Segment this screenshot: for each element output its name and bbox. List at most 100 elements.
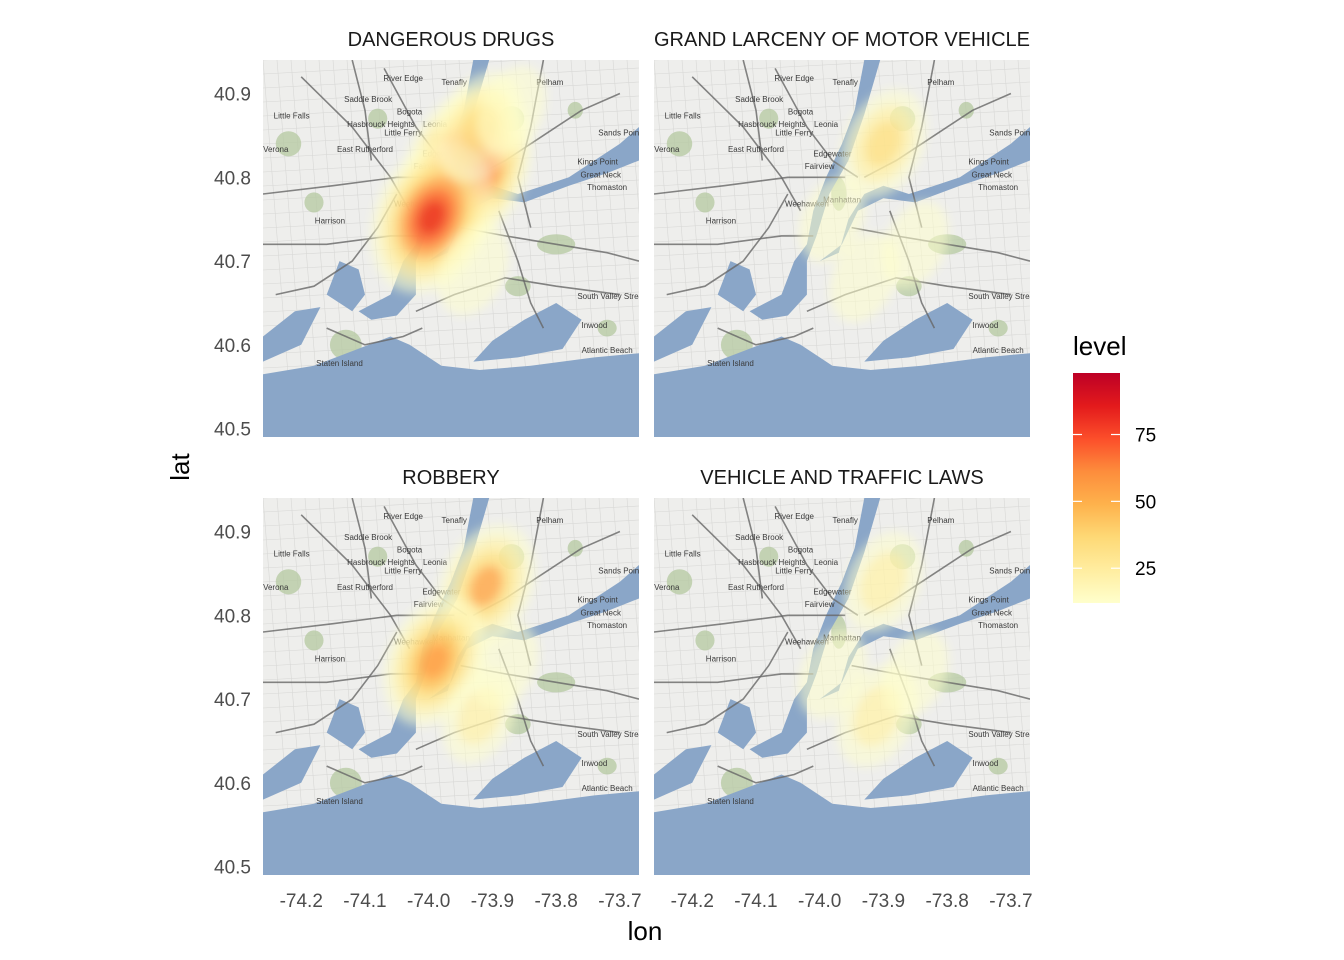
place-label: Little Falls	[665, 550, 701, 559]
y-axes: 40.5 40.6 40.7 40.8 40.9 40.5 40.6 40.7 40.8 40.9	[214, 85, 251, 879]
y-axis-title: lat	[165, 452, 195, 480]
place-label: Weehawken	[785, 638, 829, 647]
y-tick-label: 40.7	[214, 690, 251, 711]
highway	[351, 498, 373, 599]
y-tick-label: 40.5	[214, 420, 251, 441]
place-label: Verona	[263, 145, 289, 154]
place-label: Tenafly	[442, 516, 467, 525]
place-label: Bogota	[788, 545, 814, 554]
density-contour	[881, 201, 949, 288]
park-area	[304, 192, 324, 213]
water-body	[864, 741, 973, 800]
water-body	[654, 307, 712, 362]
place-label: Pelham	[536, 516, 563, 525]
facet-title: ROBBERY	[402, 467, 499, 489]
park-area	[695, 192, 715, 213]
place-label: Tenafly	[833, 78, 858, 87]
x-tick-label: -73.8	[534, 891, 577, 912]
place-label: River Edge	[774, 512, 814, 521]
y-tick-label: 40.5	[214, 858, 251, 879]
park-area	[567, 101, 583, 119]
water-body	[749, 60, 881, 320]
place-label: East Rutherford	[728, 583, 784, 592]
park-area	[304, 630, 324, 651]
place-label: Harrison	[706, 216, 736, 225]
y-tick-label: 40.9	[214, 523, 251, 544]
place-label: Staten Island	[707, 359, 754, 368]
x-tick-label: -73.7	[598, 891, 641, 912]
place-label: Little Ferry	[384, 128, 422, 137]
place-label: Inwood	[972, 759, 998, 768]
place-label: Sands Point	[598, 128, 642, 137]
water-body	[428, 127, 639, 262]
place-label: Hasbrouck Heights	[738, 558, 806, 567]
park-area	[958, 101, 974, 119]
x-tick-label: -74.1	[343, 891, 386, 912]
y-tick-label: 40.6	[214, 774, 251, 795]
place-label: Fairview	[805, 600, 835, 609]
highway	[654, 673, 814, 684]
place-label: Atlantic Beach	[582, 346, 633, 355]
park-area	[368, 108, 388, 129]
legend-title: level	[1073, 331, 1126, 361]
place-label: Little Ferry	[384, 566, 422, 575]
highway	[742, 60, 764, 161]
highway	[691, 76, 802, 212]
highway	[666, 193, 789, 296]
place-label: Great Neck	[581, 608, 622, 617]
place-label: Thomaston	[587, 621, 627, 630]
highway	[717, 765, 814, 784]
place-label: River Edge	[383, 74, 423, 83]
place-label: Inwood	[581, 321, 607, 330]
facet-title: GRAND LARCENY OF MOTOR VEHICLE	[654, 29, 1030, 51]
park-area	[988, 757, 1008, 775]
highway	[691, 514, 802, 650]
water-body	[263, 774, 639, 875]
place-label: Little Falls	[274, 550, 310, 559]
park-area	[958, 539, 974, 557]
y-tick-label: 40.8	[214, 606, 251, 627]
place-label: South Valley Stream	[968, 730, 1041, 739]
place-label: Tenafly	[833, 516, 858, 525]
density-layer	[370, 65, 547, 316]
place-label: Staten Island	[707, 797, 754, 806]
place-label: Pelham	[927, 516, 954, 525]
park-area	[666, 569, 693, 595]
y-tick-label: 40.6	[214, 336, 251, 357]
place-label: Atlantic Beach	[582, 784, 633, 793]
legend-colorbar	[1073, 373, 1120, 603]
place-label: Great Neck	[581, 170, 622, 179]
water-body	[654, 774, 1030, 875]
water-body	[473, 303, 582, 362]
x-axis-title: lon	[628, 916, 663, 946]
place-label: Kings Point	[577, 596, 618, 605]
density-contour	[829, 233, 899, 323]
park-area	[567, 539, 583, 557]
place-label: Leonia	[814, 120, 839, 129]
highway	[498, 210, 545, 329]
park-area	[368, 546, 388, 567]
water-body	[654, 336, 1030, 437]
place-label: Sands Point	[989, 566, 1033, 575]
x-tick-label: -74.0	[798, 891, 841, 912]
water-body	[326, 699, 365, 750]
water-body	[473, 741, 582, 800]
y-tick-label: 40.8	[214, 168, 251, 189]
park-area	[666, 131, 693, 157]
place-label: Bogota	[788, 107, 814, 116]
highway	[654, 614, 846, 633]
place-label: Staten Island	[316, 359, 363, 368]
water-body	[819, 127, 1030, 262]
place-label: River Edge	[774, 74, 814, 83]
place-label: Saddle Brook	[735, 95, 784, 104]
place-label: East Rutherford	[337, 145, 393, 154]
place-label: Leonia	[423, 558, 448, 567]
x-tick-label: -73.7	[989, 891, 1032, 912]
place-label: Saddle Brook	[344, 533, 393, 542]
place-label: Sands Point	[989, 128, 1033, 137]
park-area	[275, 569, 302, 595]
place-label: Bogota	[397, 107, 423, 116]
water-body	[358, 498, 490, 758]
x-tick-label: -74.1	[734, 891, 777, 912]
